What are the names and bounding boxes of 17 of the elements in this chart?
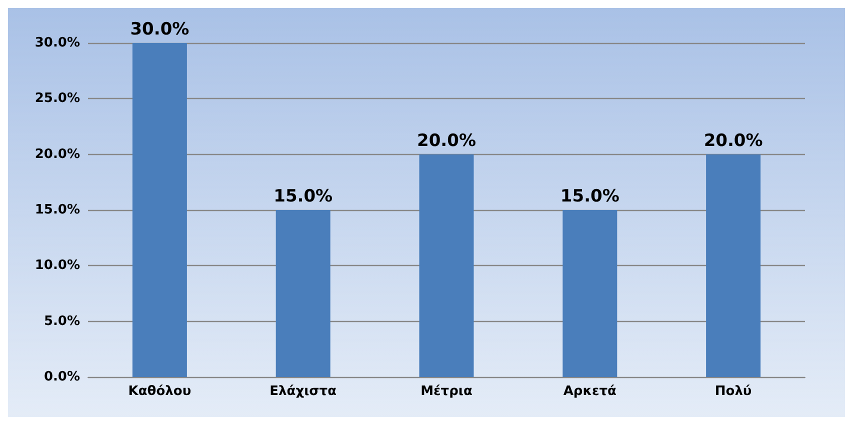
data-label: 20.0%: [417, 130, 476, 151]
y-tick-label: 0.0%: [44, 370, 80, 384]
x-tick-label: Αρκετά: [563, 384, 616, 399]
y-tick-label: 10.0%: [34, 258, 80, 274]
x-tick-label: Πολύ: [714, 384, 752, 399]
y-tick-label: 5.0%: [44, 314, 80, 329]
x-tick-label: Καθόλου: [128, 384, 192, 399]
y-tick-label: 15.0%: [34, 202, 80, 218]
data-label: 15.0%: [274, 186, 333, 206]
y-tick-label: 20.0%: [34, 146, 80, 162]
y-tick-label: 30.0%: [34, 36, 80, 50]
y-tick-label: 25.0%: [34, 91, 80, 106]
data-label: 15.0%: [560, 186, 620, 206]
x-tick-label: Μέτρια: [420, 384, 472, 399]
data-label: 20.0%: [704, 130, 763, 151]
data-label: 30.0%: [130, 20, 190, 40]
x-tick-label: Ελάχιστα: [270, 384, 337, 399]
